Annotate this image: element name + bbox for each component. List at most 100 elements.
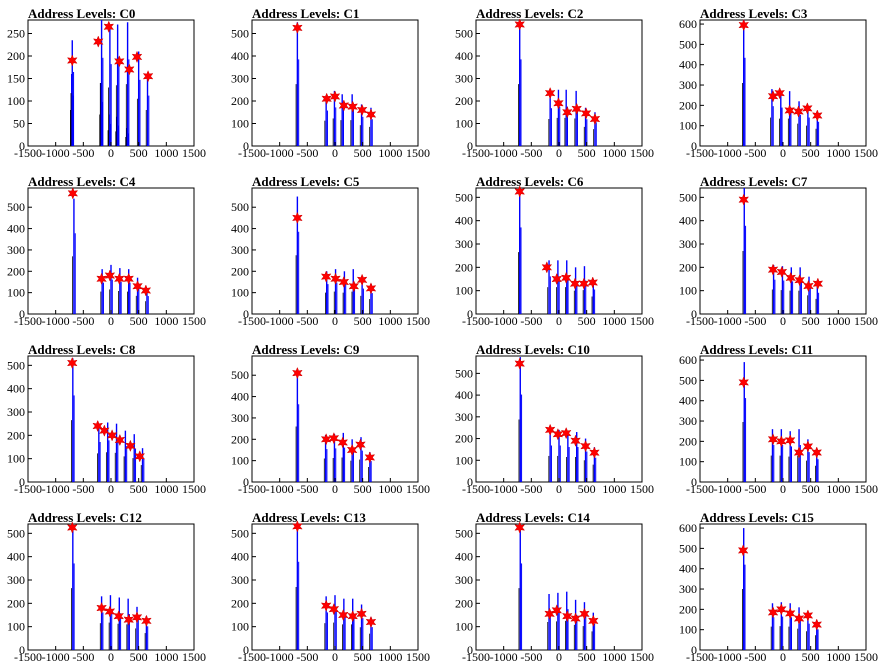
x-tick-label: -500 (744, 314, 766, 328)
panel-title: Address Levels: C12 (28, 510, 142, 525)
x-tick-label: 500 (578, 482, 596, 496)
x-tick-label: -500 (72, 482, 94, 496)
peak-marker (338, 99, 350, 112)
y-tick-label: 600 (679, 521, 697, 535)
peak-marker (106, 429, 118, 442)
y-tick-label: 100 (679, 623, 697, 637)
y-tick-label: 300 (7, 243, 25, 257)
y-tick-label: 500 (7, 526, 25, 540)
y-tick-label: 400 (231, 49, 249, 63)
x-tick-label: 0 (332, 146, 338, 160)
peak-marker (793, 612, 805, 625)
y-tick-label: 200 (679, 602, 697, 616)
peak-marker (364, 451, 376, 464)
y-tick-label: 0 (467, 475, 473, 489)
y-tick-label: 0 (467, 307, 473, 321)
y-tick-label: 400 (7, 382, 25, 396)
peak-marker (803, 279, 814, 293)
peak-marker (784, 607, 796, 620)
x-tick-label: -1500 (14, 650, 42, 664)
peak-marker (347, 100, 359, 113)
peak-marker (551, 272, 563, 286)
peak-marker (113, 609, 125, 623)
peak-marker (67, 187, 79, 200)
x-tick-label: 500 (130, 314, 148, 328)
x-tick-label: 0 (556, 650, 562, 664)
x-tick-label: -1000 (266, 482, 294, 496)
y-tick-label: 0 (691, 475, 697, 489)
y-tick-label: 300 (455, 410, 473, 424)
x-tick-label: 500 (130, 146, 148, 160)
panel-title: Address Levels: C6 (476, 174, 584, 189)
chart-panel: Address Levels: C15 0 100 200 300 400 500 600 -1… (679, 510, 878, 664)
peak-marker (66, 54, 78, 67)
x-tick-label: -1500 (14, 314, 42, 328)
y-tick-label: 600 (679, 353, 697, 367)
x-tick-label: 0 (108, 314, 114, 328)
y-tick-label: 0 (467, 643, 473, 657)
x-tick-label: 1500 (630, 650, 654, 664)
x-tick-label: 500 (802, 314, 820, 328)
x-tick-label: 500 (578, 146, 596, 160)
x-tick-label: -500 (72, 650, 94, 664)
x-tick-label: -1000 (714, 650, 742, 664)
y-tick-label: 200 (455, 596, 473, 610)
y-tick-label: 300 (231, 72, 249, 86)
chart-panel: Address Levels: C10 0 100 200 300 400 500 -1500… (455, 342, 654, 496)
peak-marker (784, 104, 795, 117)
x-tick-label: 0 (108, 650, 114, 664)
peak-marker (561, 106, 573, 119)
y-tick-label: 500 (455, 366, 473, 380)
peak-marker (356, 607, 367, 621)
x-tick-label: 500 (130, 482, 148, 496)
peak-marker (553, 97, 564, 110)
peak-marker (544, 86, 556, 100)
y-tick-label: 500 (231, 368, 249, 382)
x-tick-label: -1500 (686, 146, 714, 160)
x-tick-label: 1000 (602, 146, 626, 160)
y-tick-label: 200 (455, 94, 473, 108)
x-tick-label: -1500 (14, 146, 42, 160)
y-tick-label: 400 (679, 214, 697, 228)
chart-panel: Address Levels: C80100200300400500-1500-… (7, 342, 206, 496)
peak-marker (561, 609, 573, 623)
panel-title: Address Levels: C9 (252, 342, 360, 357)
panel-title: Address Levels: C2 (476, 6, 583, 21)
x-tick-label: 500 (354, 314, 372, 328)
peak-marker (141, 614, 152, 628)
peak-marker (560, 271, 572, 285)
y-tick-label: 300 (679, 78, 697, 92)
panel-title: Address Levels: C15 (700, 510, 814, 525)
x-tick-label: 0 (556, 482, 562, 496)
x-tick-label: -1000 (266, 650, 294, 664)
x-tick-label: 0 (780, 314, 786, 328)
peak-marker (587, 276, 599, 289)
x-tick-label: -1500 (238, 482, 266, 496)
y-tick-label: 200 (7, 49, 25, 63)
panel-title: Address Levels: C11 (700, 342, 813, 357)
x-tick-label: 1000 (826, 146, 850, 160)
peak-marker (570, 434, 581, 447)
x-tick-label: -500 (520, 482, 542, 496)
chart-panel: Address Levels: C13 0 100 200 300 400 500 -1500… (231, 510, 430, 664)
peak-marker (560, 426, 572, 440)
x-tick-label: -1500 (462, 482, 490, 496)
peak-marker (551, 604, 563, 617)
x-tick-label: -1000 (42, 146, 70, 160)
peak-marker (785, 271, 797, 285)
x-tick-label: 500 (802, 650, 820, 664)
x-tick-label: -1000 (490, 146, 518, 160)
peak-marker (580, 439, 591, 453)
peak-marker (338, 275, 350, 289)
x-tick-label: 1500 (182, 482, 206, 496)
y-tick-label: 200 (231, 264, 249, 278)
x-tick-label: -500 (744, 146, 766, 160)
x-tick-label: 500 (130, 650, 148, 664)
peak-marker (738, 18, 750, 32)
x-tick-label: 1500 (630, 146, 654, 160)
x-tick-label: -1500 (686, 482, 714, 496)
y-tick-label: 100 (7, 286, 25, 300)
x-tick-label: -1000 (490, 650, 518, 664)
y-tick-label: 600 (679, 17, 697, 31)
